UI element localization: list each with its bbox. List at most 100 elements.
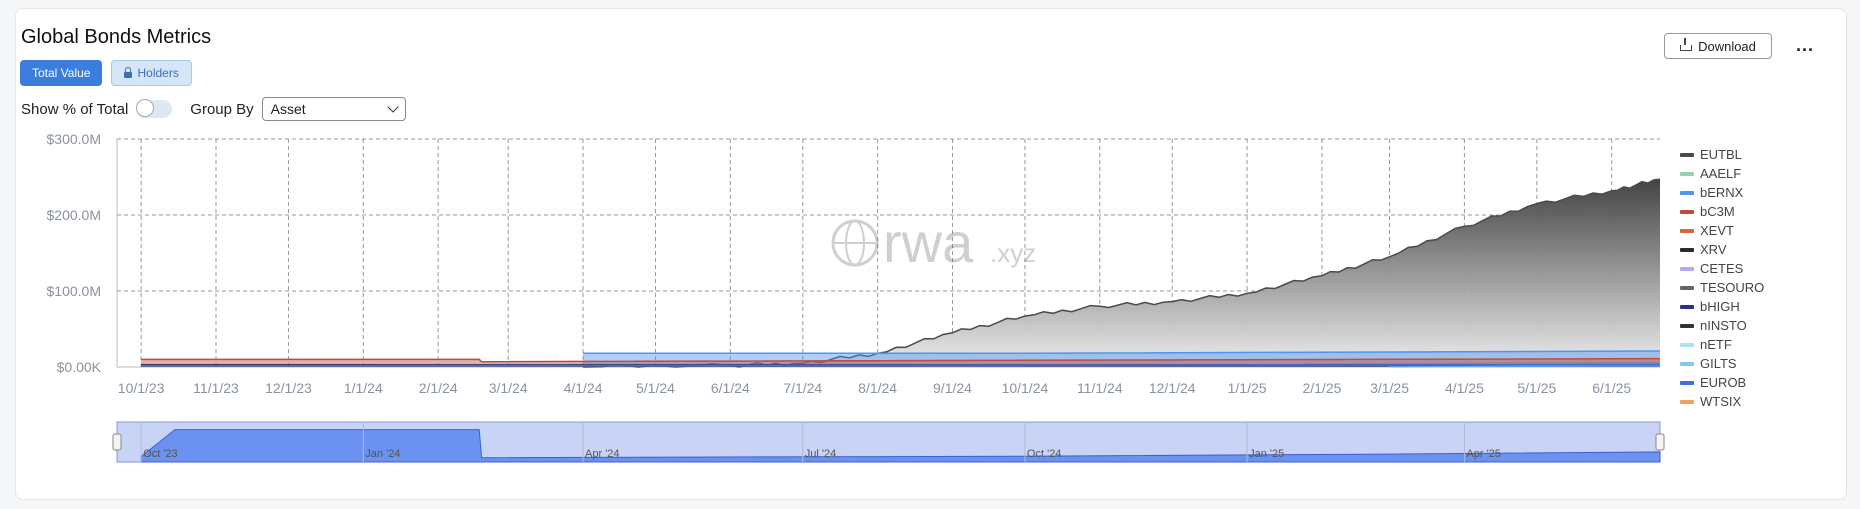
legend-label: TESOURO: [1700, 280, 1765, 295]
group-by-value: Asset: [270, 101, 306, 117]
legend-item-xrv[interactable]: XRV: [1680, 240, 1764, 259]
chart-controls: Show % of Total Group By Asset: [21, 97, 406, 121]
globe-meridian: [845, 220, 865, 266]
legend-label: nINSTO: [1700, 318, 1747, 333]
toggle-knob: [136, 99, 155, 117]
legend-label: AAELF: [1700, 166, 1742, 181]
x-tick-label: 3/1/25: [1370, 380, 1409, 396]
legend-swatch: [1680, 152, 1694, 157]
legend-item-xevt[interactable]: XEVT: [1680, 221, 1764, 240]
series-area-eutbl: [583, 179, 1660, 367]
x-tick-label: 4/1/24: [564, 380, 603, 396]
legend-swatch: [1680, 171, 1694, 176]
x-tick-label: 12/1/23: [265, 380, 312, 396]
series-line-eurob: [141, 363, 1661, 367]
legend-label: bC3M: [1700, 204, 1735, 219]
x-tick-label: 11/1/24: [1077, 380, 1123, 396]
y-tick-label: $300.0M: [47, 131, 101, 147]
y-tick-label: $200.0M: [47, 207, 101, 223]
y-tick-label: $100.0M: [47, 283, 101, 299]
x-tick-label: 2/1/24: [419, 380, 458, 396]
watermark-suffix: .xyz: [990, 238, 1036, 268]
tab-total-value[interactable]: Total Value: [20, 60, 103, 86]
globe-icon: [831, 219, 879, 267]
navigator-label: Apr '25: [1466, 448, 1501, 460]
download-icon: [1680, 38, 1693, 51]
legend-swatch: [1680, 266, 1694, 271]
series-line-bernx: [583, 350, 1661, 355]
x-tick-label: 4/1/25: [1445, 380, 1484, 396]
group-by-select[interactable]: Asset: [261, 97, 406, 121]
legend-swatch: [1680, 247, 1694, 252]
legend-item-bernx[interactable]: bERNX: [1680, 183, 1764, 202]
x-tick-label: 7/1/24: [783, 380, 822, 396]
legend-swatch: [1680, 342, 1694, 347]
download-button[interactable]: Download: [1664, 33, 1772, 59]
legend-item-tesouro[interactable]: TESOURO: [1680, 278, 1764, 297]
legend-item-eurob[interactable]: EUROB: [1680, 373, 1764, 392]
x-tick-label: 1/1/24: [344, 380, 383, 396]
chart-legend: EUTBL AAELF bERNX bC3M XEVT XRV CETES TESOURO bH…: [1680, 145, 1764, 411]
more-options-button[interactable]: ...: [1796, 35, 1815, 55]
x-tick-label: 12/1/24: [1149, 380, 1196, 396]
legend-item-netf[interactable]: nETF: [1680, 335, 1764, 354]
watermark-text: rwa: [883, 211, 974, 274]
legend-item-wtsix[interactable]: WTSIX: [1680, 392, 1764, 411]
x-tick-label: 3/1/24: [489, 380, 528, 396]
series-line-bc3m: [141, 357, 1661, 363]
group-by-label: Group By: [190, 100, 254, 118]
legend-swatch: [1680, 285, 1694, 290]
legend-item-cetes[interactable]: CETES: [1680, 259, 1764, 278]
x-tick-label: 5/1/25: [1517, 380, 1556, 396]
navigator-label: Oct '23: [143, 448, 178, 460]
lock-icon: [124, 66, 133, 78]
series-line-gilts: [1389, 364, 1661, 368]
legend-swatch: [1680, 190, 1694, 195]
legend-item-bc3m[interactable]: bC3M: [1680, 202, 1764, 221]
x-tick-label: 2/1/25: [1302, 380, 1341, 396]
legend-swatch: [1680, 209, 1694, 214]
y-tick-label: $0.00K: [57, 359, 102, 375]
page-title: Global Bonds Metrics: [21, 26, 212, 48]
navigator-label: Jan '24: [365, 448, 400, 460]
legend-label: bERNX: [1700, 185, 1744, 200]
metric-tabs: Total Value Holders: [20, 60, 192, 86]
x-tick-label: 10/1/24: [1002, 380, 1049, 396]
tab-label: Total Value: [32, 66, 91, 80]
show-pct-label: Show % of Total: [21, 100, 129, 118]
legend-label: CETES: [1700, 261, 1744, 276]
navigator-label: Jan '25: [1249, 448, 1284, 460]
legend-label: XRV: [1700, 242, 1727, 257]
x-tick-label: 6/1/24: [711, 380, 750, 396]
x-tick-label: 10/1/23: [118, 380, 165, 396]
legend-swatch: [1680, 323, 1694, 328]
legend-swatch: [1680, 399, 1694, 404]
watermark-logo: rwa .xyz: [831, 211, 1036, 274]
navigator-right-handle[interactable]: [1655, 433, 1665, 451]
legend-item-eutbl[interactable]: EUTBL: [1680, 145, 1764, 164]
x-tick-label: 6/1/25: [1592, 380, 1631, 396]
legend-item-gilts[interactable]: GILTS: [1680, 354, 1764, 373]
series-area-bernx: [583, 351, 1660, 367]
x-tick-label: 9/1/24: [933, 380, 972, 396]
legend-label: XEVT: [1700, 223, 1734, 238]
legend-swatch: [1680, 304, 1694, 309]
download-label: Download: [1698, 38, 1756, 54]
navigator-left-handle[interactable]: [112, 433, 122, 451]
legend-label: EUROB: [1700, 375, 1747, 390]
legend-item-aaelf[interactable]: AAELF: [1680, 164, 1764, 183]
legend-item-bhigh[interactable]: bHIGH: [1680, 297, 1764, 316]
x-tick-label: 5/1/24: [636, 380, 675, 396]
legend-swatch: [1680, 228, 1694, 233]
legend-label: WTSIX: [1700, 394, 1742, 409]
x-tick-label: 11/1/23: [193, 380, 239, 396]
x-tick-label: 8/1/24: [858, 380, 897, 396]
navigator-label: Jul '24: [805, 448, 836, 460]
series-line-aaelf: [1304, 361, 1661, 365]
legend-item-ninsto[interactable]: nINSTO: [1680, 316, 1764, 335]
x-tick-label: 1/1/25: [1228, 380, 1267, 396]
legend-label: bHIGH: [1700, 299, 1740, 314]
show-pct-toggle[interactable]: [136, 99, 173, 118]
tab-holders[interactable]: Holders: [111, 60, 192, 86]
tab-label: Holders: [137, 66, 179, 80]
